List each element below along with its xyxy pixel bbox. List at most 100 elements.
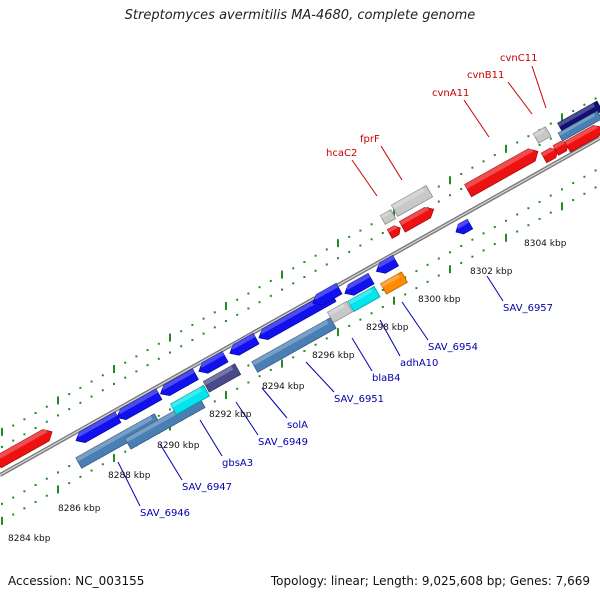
leader-line (531, 65, 547, 109)
gene-label-fprF[interactable]: fprF (360, 134, 380, 145)
leader-line (261, 387, 288, 419)
scale-dot (213, 400, 216, 403)
gene-label-SAV_6957[interactable]: SAV_6957 (503, 303, 553, 314)
scale-dot (381, 288, 384, 291)
cds-hcaC2-gloss (380, 210, 391, 219)
gene-label-cvnA11[interactable]: cvnA11 (432, 88, 469, 99)
gene-cvnB11-gloss (541, 146, 555, 157)
cds-adhA10[interactable] (347, 285, 381, 313)
scale-dot (460, 244, 463, 247)
gene-blaB4[interactable] (310, 282, 343, 308)
gene-gbsA3[interactable] (158, 368, 199, 399)
gene-SAV_6947[interactable] (114, 388, 163, 423)
scale-dot (269, 294, 272, 297)
gene-red-left[interactable] (0, 426, 55, 469)
scale-dot (404, 293, 407, 296)
gene-SAV_6946-shape (75, 411, 122, 443)
scale-dot (236, 298, 239, 301)
gene-cvnB11[interactable] (540, 145, 560, 164)
scale-dot (23, 418, 26, 421)
scale-dot (45, 477, 48, 480)
scale-dot (594, 169, 597, 172)
scale-dot (572, 182, 575, 185)
scale-dot (45, 494, 48, 497)
scale-dot (583, 192, 586, 195)
scale-dot (1, 445, 3, 448)
gene-label-SAV_6954[interactable]: SAV_6954 (428, 342, 478, 353)
cds-solA[interactable] (251, 317, 337, 373)
scale-dot (370, 312, 373, 315)
scale-dot (135, 355, 138, 358)
scale-dot (90, 380, 93, 383)
scale-dot (482, 160, 485, 163)
scale-dot (113, 382, 115, 385)
gene-label-cvnB11[interactable]: cvnB11 (467, 70, 504, 81)
gene-adhA10[interactable] (342, 272, 375, 298)
gene-label-gbsA3[interactable]: gbsA3 (222, 458, 253, 469)
leader-line (379, 319, 401, 357)
scale-dot (23, 433, 26, 436)
gene-label-hcaC2[interactable]: hcaC2 (326, 148, 357, 159)
gene-SAV_6946[interactable] (73, 411, 122, 446)
gene-SAV_6954-shape (375, 254, 400, 274)
gene-label-blaB4[interactable]: blaB4 (372, 373, 400, 384)
scale-dot (538, 143, 541, 146)
accession-text: Accession: NC_003155 (8, 574, 145, 588)
cds-SAV_6954[interactable] (380, 271, 408, 295)
gene-solA[interactable] (227, 332, 260, 358)
gene-red-right[interactable] (564, 122, 600, 153)
leader-line (486, 275, 504, 302)
gene-hcaC2[interactable] (386, 224, 402, 239)
scale-dot (79, 475, 82, 478)
gene-label-SAV_6951[interactable]: SAV_6951 (334, 394, 384, 405)
scale-dot (124, 376, 127, 379)
scale-dot (1, 502, 3, 505)
cds-grey-mid-gloss (327, 303, 346, 316)
gene-SAV_6954-gloss (377, 255, 395, 268)
gene-SAV_6954[interactable] (373, 254, 400, 276)
cds-fprF[interactable] (390, 184, 434, 218)
scale-dot (236, 387, 239, 390)
cds-SAV_6949[interactable] (202, 363, 242, 393)
scale-dot (549, 137, 552, 140)
scale-dot (258, 375, 261, 378)
scale-dot (493, 243, 496, 246)
scale-dot (482, 232, 485, 235)
scale-dot (325, 337, 328, 340)
gene-label-adhA10[interactable]: adhA10 (400, 358, 438, 369)
gene-adhA10-gloss (345, 273, 371, 290)
scale-dot (516, 230, 519, 233)
scale-dot (493, 226, 496, 229)
scale-dot (381, 231, 384, 234)
scale-dot (303, 350, 306, 353)
scale-label-8292: 8292 kbp (209, 410, 252, 420)
scale-dot (348, 324, 351, 327)
scale-dot (236, 313, 239, 316)
gene-navy-right[interactable] (557, 100, 600, 134)
gene-cvnC11[interactable] (552, 139, 571, 156)
gene-label-solA[interactable]: solA (287, 420, 308, 431)
gene-SAV_6957[interactable] (453, 218, 474, 236)
gene-fprF[interactable] (398, 204, 436, 233)
cds-steel-right[interactable] (557, 110, 600, 142)
gene-label-SAV_6946[interactable]: SAV_6946 (140, 508, 190, 519)
scale-dot (370, 223, 373, 226)
scale-dot (359, 318, 362, 321)
cds-cvnB11[interactable] (532, 126, 552, 144)
cds-adhA10-shape (347, 285, 381, 313)
scale-dot (34, 412, 37, 415)
cds-hcaC2[interactable] (379, 209, 397, 225)
gene-label-SAV_6947[interactable]: SAV_6947 (182, 482, 232, 493)
scale-dot (101, 463, 104, 466)
scale-dot (505, 219, 507, 222)
cds-gbsA3[interactable] (169, 384, 211, 416)
gene-cvnA11[interactable] (464, 145, 542, 198)
gene-adhA10-shape (344, 272, 375, 296)
gene-SAV_6949[interactable] (196, 350, 229, 376)
gene-label-cvnC11[interactable]: cvnC11 (500, 53, 537, 64)
cds-grey-mid[interactable] (326, 300, 354, 324)
gene-fprF-shape (398, 206, 435, 233)
scale-dot (460, 261, 463, 264)
scale-label-8298: 8298 kbp (366, 323, 409, 333)
gene-label-SAV_6949[interactable]: SAV_6949 (258, 437, 308, 448)
